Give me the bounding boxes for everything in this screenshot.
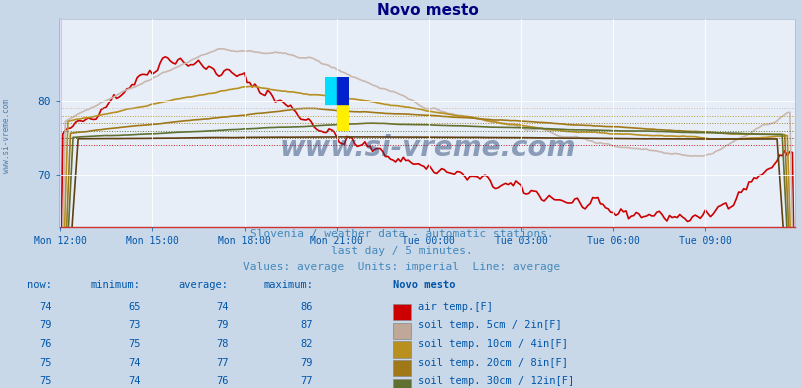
Text: Values: average  Units: imperial  Line: average: Values: average Units: imperial Line: av… [242,262,560,272]
FancyBboxPatch shape [393,360,411,376]
Text: 65: 65 [128,302,140,312]
Text: 75: 75 [39,358,52,368]
Text: soil temp. 30cm / 12in[F]: soil temp. 30cm / 12in[F] [417,376,573,386]
Text: maximum:: maximum: [263,280,313,290]
FancyBboxPatch shape [393,323,411,339]
Text: soil temp. 20cm / 8in[F]: soil temp. 20cm / 8in[F] [417,358,567,368]
Text: 86: 86 [300,302,313,312]
Bar [336,104,348,131]
Text: Novo mesto: Novo mesto [393,280,456,290]
Text: 74: 74 [39,302,52,312]
Text: last day / 5 minutes.: last day / 5 minutes. [330,246,472,256]
Text: 77: 77 [216,358,229,368]
Text: soil temp. 10cm / 4in[F]: soil temp. 10cm / 4in[F] [417,339,567,349]
Text: 74: 74 [128,358,140,368]
Text: 79: 79 [39,320,52,331]
Text: 73: 73 [128,320,140,331]
Text: 75: 75 [39,376,52,386]
FancyBboxPatch shape [393,379,411,388]
Text: www.si-vreme.com: www.si-vreme.com [2,99,11,173]
Text: 87: 87 [300,320,313,331]
Bar [336,77,348,104]
Text: 78: 78 [216,339,229,349]
Text: 77: 77 [300,376,313,386]
Text: minimum:: minimum: [91,280,140,290]
Text: air temp.[F]: air temp.[F] [417,302,492,312]
Text: www.si-vreme.com: www.si-vreme.com [279,134,575,162]
Bar [324,77,336,104]
Text: 74: 74 [128,376,140,386]
Text: 79: 79 [300,358,313,368]
Text: Slovenia / weather data - automatic stations.: Slovenia / weather data - automatic stat… [249,229,553,239]
Text: 76: 76 [216,376,229,386]
Text: 79: 79 [216,320,229,331]
Text: 76: 76 [39,339,52,349]
Text: 74: 74 [216,302,229,312]
FancyBboxPatch shape [393,341,411,358]
Text: now:: now: [27,280,52,290]
FancyBboxPatch shape [393,304,411,320]
Text: 82: 82 [300,339,313,349]
Text: average:: average: [179,280,229,290]
Title: Novo mesto: Novo mesto [376,3,478,18]
Text: soil temp. 5cm / 2in[F]: soil temp. 5cm / 2in[F] [417,320,561,331]
Text: 75: 75 [128,339,140,349]
